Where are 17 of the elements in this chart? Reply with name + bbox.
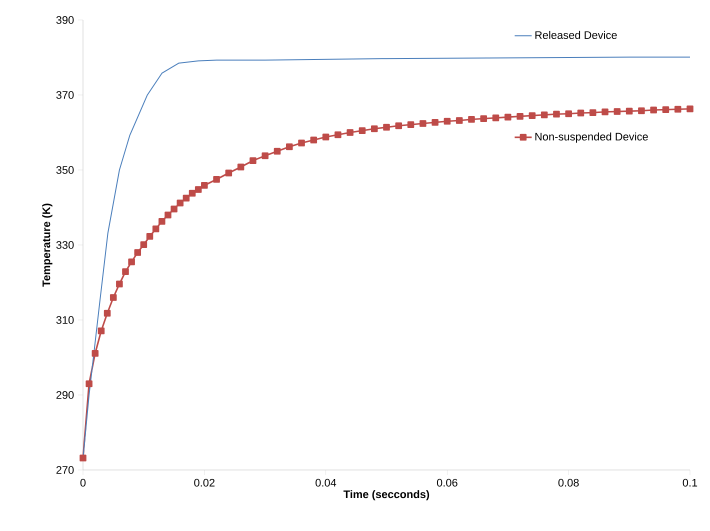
legend-label: Non-suspended Device [535, 132, 648, 143]
x-tick-label: 0 [80, 478, 86, 487]
x-axis-title: Time (secconds) [343, 490, 430, 500]
legend-label: Released Device [535, 30, 617, 39]
x-tick-label: 0.04 [316, 478, 336, 487]
y-tick-label: 290 [56, 391, 74, 399]
y-axis-title: Temperature (K) [42, 204, 52, 287]
y-tick-label: 310 [56, 316, 74, 324]
y-tick-label: 330 [56, 241, 74, 249]
y-tick-label: 350 [56, 166, 74, 174]
x-tick-label: 0.08 [558, 478, 579, 487]
x-tick-label: 0.02 [194, 478, 215, 487]
y-tick-label: 370 [56, 91, 74, 99]
x-tick-label: 0.06 [436, 478, 458, 487]
x-tick-label: 0.1 [682, 478, 698, 487]
y-tick-label: 390 [56, 16, 74, 24]
y-tick-label: 270 [56, 466, 74, 474]
